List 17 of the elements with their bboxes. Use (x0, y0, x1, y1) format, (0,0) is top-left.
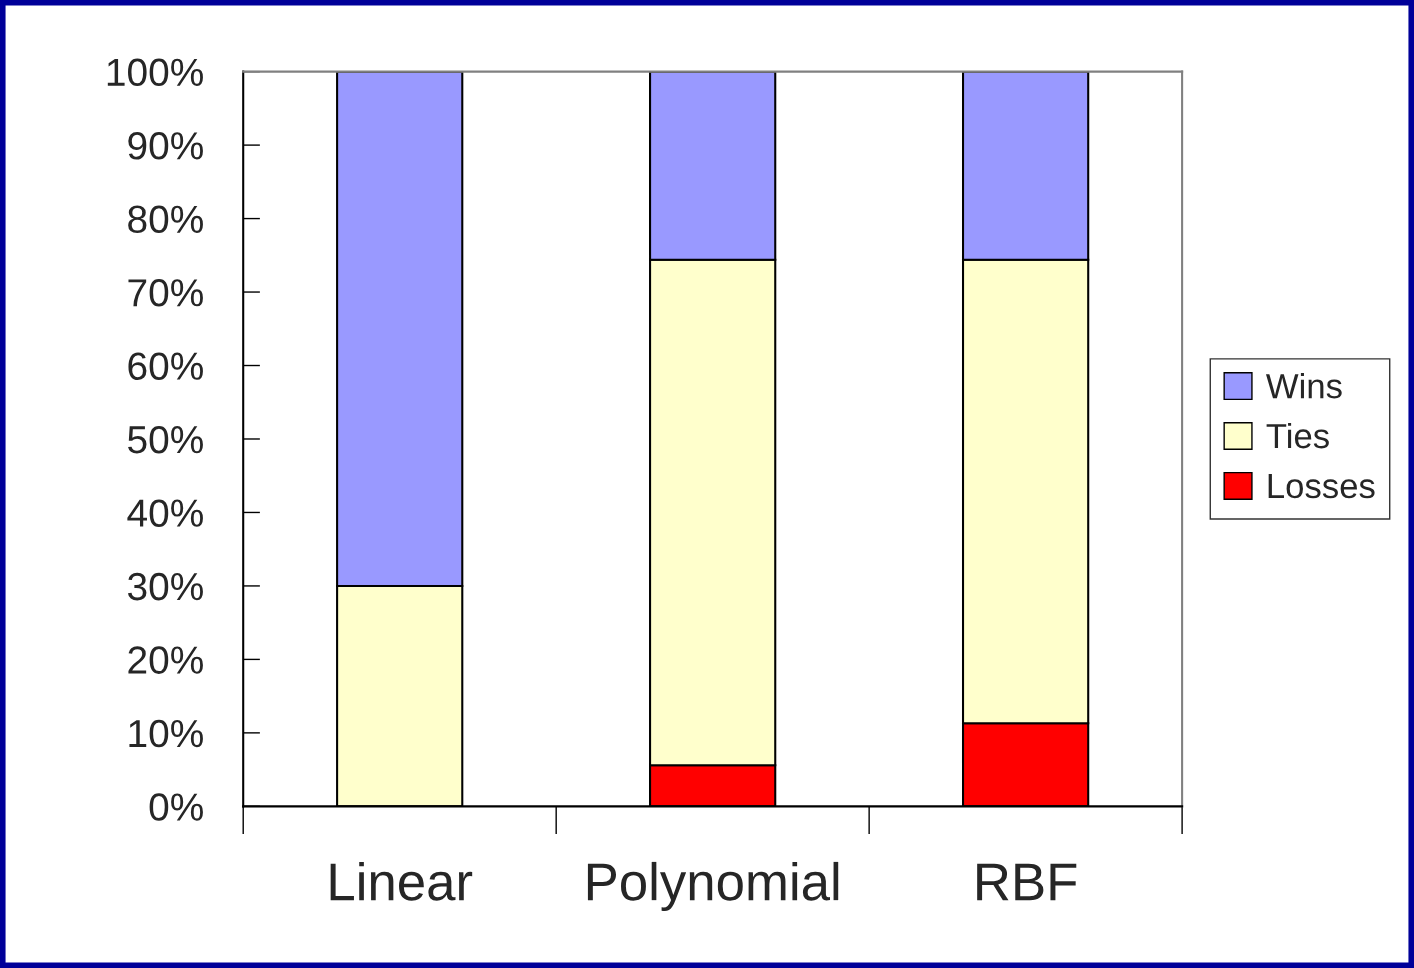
y-tick-label: 40% (127, 499, 203, 527)
y-tick-label: 10% (129, 719, 203, 748)
y-tick-label: 80% (128, 205, 203, 234)
y-tick-label: 70% (128, 278, 203, 307)
legend-label: Ties (1266, 422, 1329, 449)
y-tick-label: 20% (128, 646, 203, 674)
y-tick-label: 30% (127, 572, 203, 601)
y-tick-label: 0% (149, 793, 203, 821)
x-tick-label: RBF (977, 863, 1077, 901)
x-tick-label: Polynomial (587, 861, 839, 912)
y-tick-label: 60% (128, 352, 203, 380)
legend-label: Wins (1265, 372, 1342, 399)
legend-label: Losses (1268, 474, 1375, 499)
y-tick-label: 90% (128, 132, 203, 160)
y-tick-label: 100% (107, 58, 203, 87)
y-tick-label: 50% (128, 425, 203, 454)
x-tick-label: Linear (330, 861, 473, 901)
